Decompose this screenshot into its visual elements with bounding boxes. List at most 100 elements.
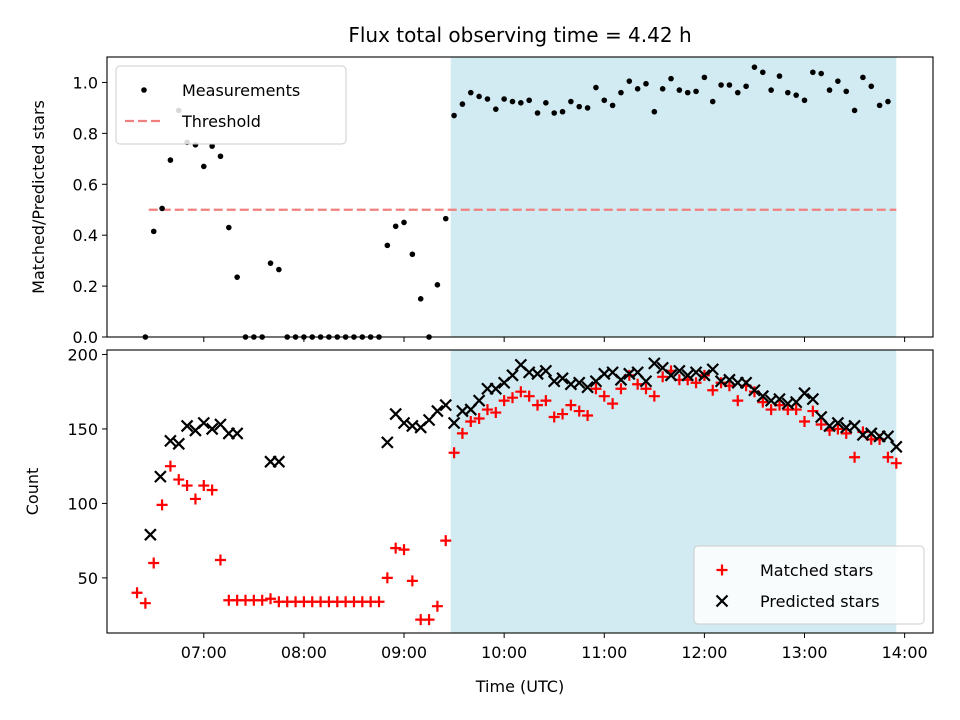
data-point: [868, 83, 875, 90]
data-point: [384, 242, 391, 249]
data-point: [559, 108, 566, 115]
data-point: [609, 102, 616, 109]
data-point: [715, 594, 729, 608]
data-point: [659, 86, 666, 92]
data-point: [148, 557, 160, 569]
data-point: [557, 408, 569, 420]
data-point: [230, 427, 244, 440]
data-point: [640, 383, 652, 395]
data-point: [205, 422, 219, 436]
data-point: [473, 413, 485, 425]
data-point: [276, 266, 282, 273]
data-point: [573, 405, 585, 417]
data-point: [718, 82, 724, 88]
y-tick-label: 0.0: [73, 328, 98, 347]
data-point: [810, 69, 816, 76]
data-point: [801, 97, 808, 104]
data-point: [540, 395, 552, 407]
data-point: [265, 593, 277, 605]
data-point: [634, 86, 641, 92]
y-tick-label: 1.0: [73, 73, 98, 92]
data-point: [864, 427, 878, 440]
data-point: [885, 98, 891, 105]
legend-label: Predicted stars: [760, 592, 880, 611]
data-point: [498, 395, 510, 407]
data-point: [756, 389, 770, 403]
data-point: [144, 528, 157, 541]
data-point: [481, 404, 493, 416]
data-point: [172, 437, 186, 451]
data-point: [716, 564, 728, 576]
data-point: [476, 93, 482, 100]
data-point: [798, 386, 811, 400]
data-point: [815, 418, 827, 430]
data-point: [551, 110, 558, 116]
x-tick-label: 10:00: [481, 643, 527, 662]
data-point: [709, 98, 716, 105]
data-point: [598, 390, 610, 402]
data-point: [164, 434, 177, 448]
data-point: [743, 83, 749, 90]
data-point: [167, 157, 174, 163]
data-point: [618, 89, 624, 96]
data-point: [197, 416, 211, 430]
data-point: [181, 480, 193, 492]
data-point: [643, 80, 649, 87]
data-point: [590, 383, 602, 395]
data-point: [732, 395, 744, 407]
data-point: [607, 398, 619, 410]
data-point: [601, 97, 608, 104]
y-tick-label: 0.8: [73, 124, 98, 143]
data-point: [447, 416, 461, 430]
data-point: [467, 89, 474, 96]
data-point: [759, 69, 766, 76]
data-point: [141, 87, 147, 93]
data-point: [532, 399, 544, 411]
data-point: [509, 98, 516, 105]
data-point: [543, 100, 549, 106]
data-point: [568, 98, 574, 105]
data-point: [526, 97, 532, 104]
data-point: [150, 228, 157, 235]
data-point: [626, 78, 633, 84]
data-point: [489, 382, 503, 396]
y-tick-label: 150: [67, 420, 98, 439]
legend-box: [115, 65, 347, 145]
data-point: [668, 75, 674, 82]
data-point: [472, 394, 486, 407]
x-tick-label: 13:00: [781, 643, 827, 662]
data-point: [851, 107, 858, 114]
y-tick-label: 0.2: [73, 277, 98, 296]
data-point: [256, 594, 268, 606]
data-point: [381, 436, 394, 449]
x-tick-label: 14:00: [882, 643, 928, 662]
data-point: [765, 404, 777, 416]
data-point: [439, 398, 453, 412]
data-point: [209, 143, 215, 149]
data-point: [373, 596, 385, 608]
data-point: [826, 87, 833, 93]
data-point: [506, 369, 519, 382]
data-point: [131, 587, 143, 599]
data-point: [572, 376, 586, 390]
data-point: [539, 364, 553, 378]
data-point: [159, 205, 165, 212]
data-point: [832, 423, 844, 435]
data-point: [890, 457, 902, 469]
data-point: [676, 87, 683, 93]
data-point: [673, 364, 686, 378]
data-point: [698, 369, 711, 382]
x-tick-label: 09:00: [381, 643, 427, 662]
data-point: [423, 614, 435, 626]
data-point: [156, 499, 168, 511]
data-point: [234, 274, 240, 280]
data-point: [531, 367, 544, 381]
data-point: [401, 219, 407, 226]
data-point: [776, 73, 783, 79]
data-point: [690, 377, 702, 389]
data-point: [799, 415, 811, 427]
data-point: [493, 106, 499, 112]
data-point: [548, 411, 560, 423]
data-point: [518, 100, 524, 106]
